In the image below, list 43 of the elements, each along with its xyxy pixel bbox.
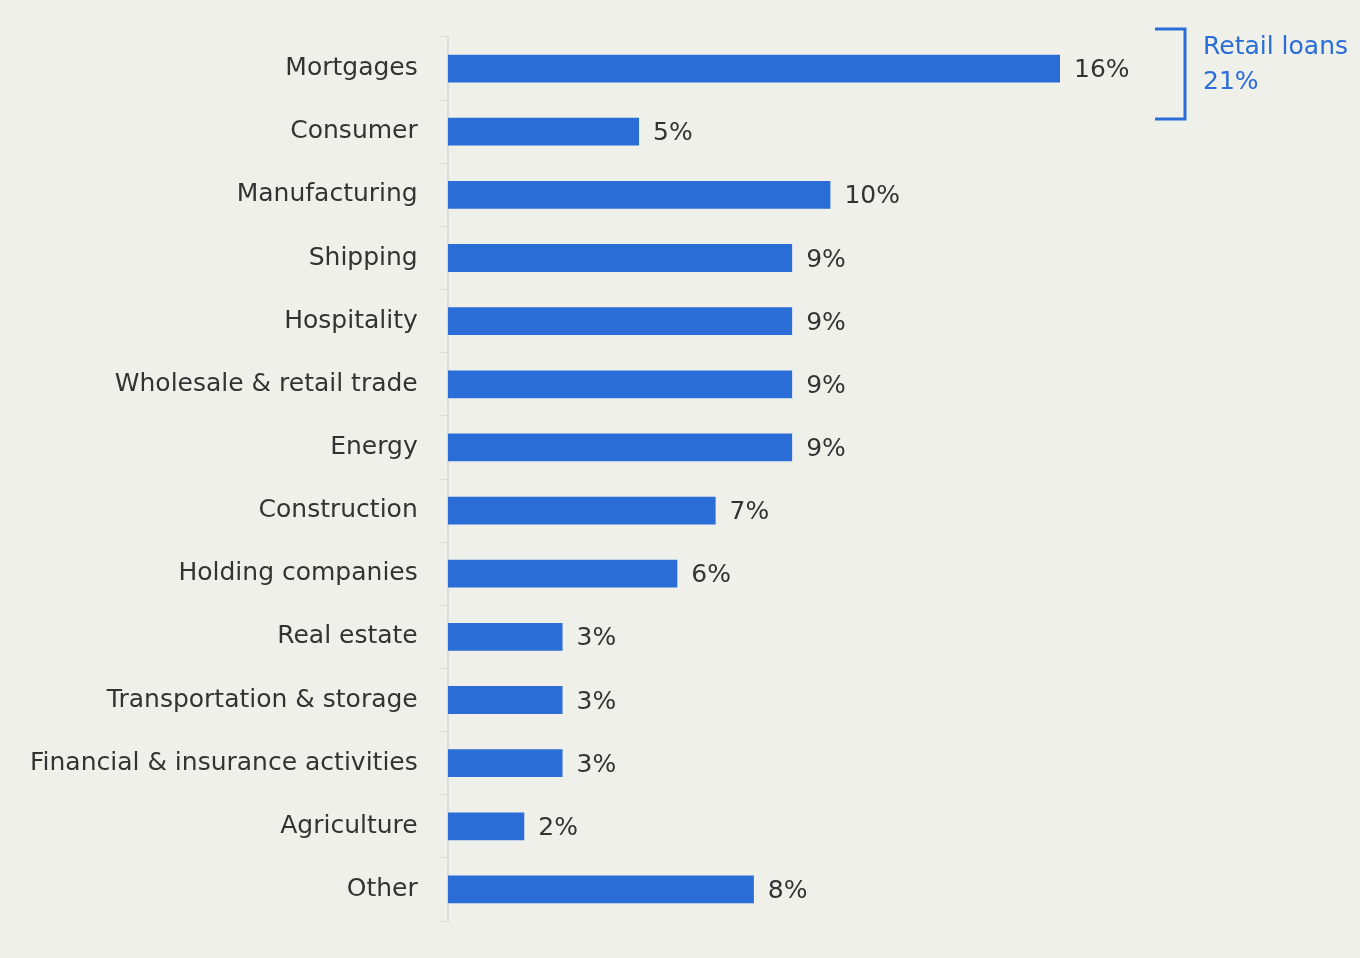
bar: [447, 433, 793, 462]
data-label: 3%: [576, 748, 617, 778]
bar: [447, 875, 754, 904]
y-tick-label: Construction: [258, 494, 418, 524]
bar: [447, 180, 831, 209]
data-label: 3%: [576, 685, 617, 715]
data-label: 2%: [538, 811, 578, 841]
bar: [447, 559, 678, 588]
bar: [447, 749, 563, 778]
data-label: 9%: [806, 306, 846, 336]
data-label: 9%: [806, 243, 846, 273]
y-tick-label: Agriculture: [280, 809, 418, 839]
bar: [447, 117, 640, 146]
bar: [447, 307, 793, 336]
data-label: 16%: [1074, 54, 1130, 84]
y-tick-label: Energy: [330, 430, 418, 460]
bar: [447, 812, 525, 841]
y-tick-label: Other: [346, 872, 419, 902]
data-label: 5%: [653, 117, 693, 147]
bar: [447, 496, 716, 525]
data-label: 9%: [806, 369, 846, 399]
y-tick-label: Shipping: [308, 241, 418, 271]
y-tick-label: Real estate: [277, 620, 418, 650]
bar: [447, 54, 1060, 83]
y-tick-label: Manufacturing: [236, 178, 418, 208]
y-tick-label: Transportation & storage: [105, 683, 418, 713]
y-tick-label: Wholesale & retail trade: [114, 367, 418, 397]
y-tick-label: Mortgages: [285, 52, 418, 82]
data-label: 8%: [767, 874, 808, 904]
bar: [447, 370, 793, 399]
data-label: 6%: [691, 559, 732, 589]
data-label: 9%: [806, 432, 846, 462]
bar: [447, 244, 793, 272]
y-tick-label: Consumer: [290, 115, 419, 145]
data-label: 3%: [576, 622, 617, 652]
text: Retail loans 21%: [1203, 30, 1350, 97]
y-tick-label: Holding companies: [178, 557, 418, 587]
y-tick-label: Hospitality: [284, 304, 418, 334]
data-label: 7%: [729, 496, 770, 526]
bar: [447, 686, 563, 714]
data-label: 10%: [844, 180, 900, 210]
y-tick-label: Financial & insurance activities: [29, 746, 418, 776]
bar: [447, 622, 563, 651]
